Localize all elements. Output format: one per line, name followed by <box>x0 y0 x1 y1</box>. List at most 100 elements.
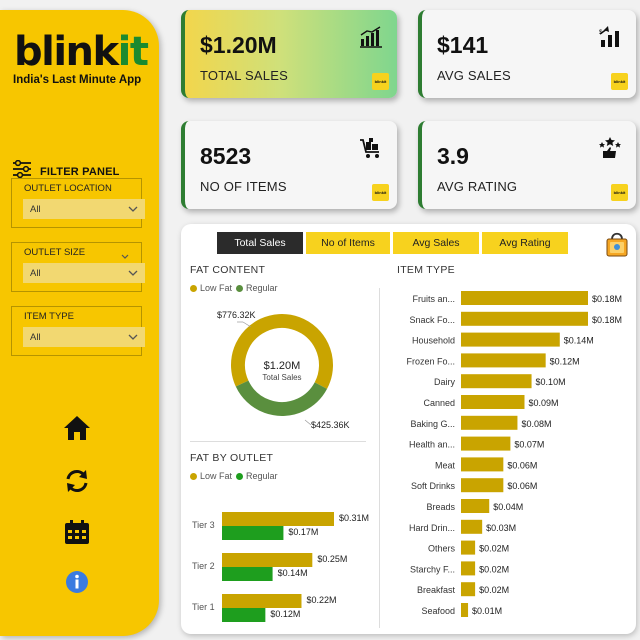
outlet-size-select[interactable]: All <box>23 263 145 283</box>
item-type-bar[interactable] <box>461 499 489 513</box>
fat-content-title: FAT CONTENT <box>190 264 265 276</box>
outlet-tier-label: Tier 2 <box>192 561 215 571</box>
legend-item-low-fat: Low Fat <box>190 471 232 481</box>
item-type-label: Others <box>428 544 456 554</box>
item-type-value: $0.03M <box>486 523 516 533</box>
outlet-bar-value: $0.17M <box>288 527 318 537</box>
chevron-down-icon[interactable] <box>121 246 129 264</box>
item-type-value: $0.02M <box>479 564 509 574</box>
fat-content-legend: Low Fat Regular <box>190 283 282 293</box>
item-type-title: ITEM TYPE <box>397 264 455 276</box>
outlet-size-filter: OUTLET SIZE All <box>11 242 142 292</box>
item-type-bar[interactable] <box>461 478 503 492</box>
kpi-card-no-of-items: 8523 NO OF ITEMS blinkit <box>181 121 397 209</box>
item-type-value: $0.07M <box>514 440 544 450</box>
calendar-icon[interactable] <box>62 517 92 547</box>
item-type-bar[interactable] <box>461 561 475 575</box>
rating-icon <box>598 137 622 164</box>
item-type-select[interactable]: All <box>23 327 145 347</box>
outlet-bar-regular[interactable] <box>222 567 273 581</box>
item-type-value: $0.02M <box>479 585 509 595</box>
item-type-label: Canned <box>423 398 455 408</box>
kpi-title: AVG RATING <box>437 179 517 194</box>
item-type-bar[interactable] <box>461 312 588 326</box>
outlet-bar-low-fat[interactable] <box>222 594 301 608</box>
kpi-value: $141 <box>437 32 488 59</box>
item-type-bar[interactable] <box>461 437 510 451</box>
tab-no-of-items[interactable]: No of Items <box>306 232 390 254</box>
outlet-bar-value: $0.12M <box>270 609 300 619</box>
chevron-down-icon <box>128 332 138 343</box>
logo-accent: it <box>118 29 148 75</box>
outlet-location-filter: OUTLET LOCATION All <box>11 178 142 228</box>
item-type-value: $0.04M <box>493 502 523 512</box>
item-type-label: Baking G... <box>410 419 455 429</box>
item-type-bar[interactable] <box>461 333 560 347</box>
legend-dot-low-fat <box>190 285 197 292</box>
chevron-down-icon <box>128 268 138 279</box>
tab-avg-rating[interactable]: Avg Rating <box>482 232 568 254</box>
item-type-chart: Fruits an... $0.18MSnack Fo... $0.18MHouse… <box>381 286 633 628</box>
legend-item-low-fat: Low Fat <box>190 283 232 293</box>
refresh-icon[interactable] <box>62 466 92 496</box>
item-type-bar[interactable] <box>461 291 588 305</box>
kpi-value: 3.9 <box>437 143 469 170</box>
item-type-bar[interactable] <box>461 520 482 534</box>
kpi-value: 8523 <box>200 143 251 170</box>
bar-chart-icon <box>359 26 383 53</box>
donut-center-label: Total Sales <box>262 373 301 382</box>
outlet-bar-low-fat[interactable] <box>222 553 312 567</box>
blinkit-badge-icon: blinkit <box>611 184 628 201</box>
donut-center-value: $1.20M <box>264 360 301 372</box>
kpi-title: NO OF ITEMS <box>200 179 287 194</box>
legend-label-low-fat: Low Fat <box>200 283 232 293</box>
item-type-label: Health an... <box>409 440 455 450</box>
item-type-value: $0.06M <box>507 460 537 470</box>
kpi-card-avg-sales: $141 AVG SALES $ blinkit <box>418 10 636 98</box>
section-divider <box>379 288 380 628</box>
tab-total-sales[interactable]: Total Sales <box>217 232 303 254</box>
select-value: All <box>30 204 41 215</box>
item-type-label: Soft Drinks <box>411 481 456 491</box>
item-type-bar[interactable] <box>461 353 546 367</box>
item-type-label: Fruits an... <box>412 294 455 304</box>
sidebar: blinkit India's Last Minute App FILTER P… <box>0 10 159 636</box>
item-type-label: Dairy <box>434 377 456 387</box>
fat-by-outlet-title: FAT BY OUTLET <box>190 452 273 464</box>
outlet-location-select[interactable]: All <box>23 199 145 219</box>
legend-dot-low-fat <box>190 473 197 480</box>
item-type-bar[interactable] <box>461 395 525 409</box>
kpi-title: TOTAL SALES <box>200 68 288 83</box>
item-type-label: Seafood <box>421 606 455 616</box>
logo-text: blink <box>14 29 118 75</box>
outlet-tier-label: Tier 1 <box>192 602 215 612</box>
item-type-label: Hard Drin... <box>409 523 455 533</box>
legend-label-low-fat: Low Fat <box>200 471 232 481</box>
select-value: All <box>30 268 41 279</box>
fat-by-outlet-chart: Tier 3$0.31M$0.17MTier 2$0.25M$0.14MTier… <box>181 502 381 632</box>
item-type-value: $0.14M <box>564 336 594 346</box>
item-type-value: $0.18M <box>592 315 622 325</box>
tab-avg-sales[interactable]: Avg Sales <box>393 232 479 254</box>
item-type-bar[interactable] <box>461 541 475 555</box>
item-type-bar[interactable] <box>461 603 468 617</box>
home-icon[interactable] <box>62 413 92 443</box>
kpi-value: $1.20M <box>200 32 277 59</box>
outlet-bar-regular[interactable] <box>222 526 283 540</box>
info-icon[interactable] <box>62 567 92 597</box>
item-type-label: Breads <box>426 502 455 512</box>
outlet-bar-regular[interactable] <box>222 608 265 622</box>
item-type-bar[interactable] <box>461 374 532 388</box>
item-type-bar[interactable] <box>461 416 517 430</box>
item-type-bar[interactable] <box>461 457 503 471</box>
blinkit-badge-icon: blinkit <box>372 73 389 90</box>
donut-label-low-fat: $776.32K <box>217 310 256 320</box>
cart-icon <box>359 137 383 164</box>
item-type-bar[interactable] <box>461 582 475 596</box>
item-type-label: Snack Fo... <box>409 315 455 325</box>
legend-dot-regular <box>236 473 243 480</box>
outlet-bar-value: $0.22M <box>306 595 336 605</box>
outlet-bar-low-fat[interactable] <box>222 512 334 526</box>
item-type-value: $0.10M <box>536 377 566 387</box>
item-type-label: Breakfast <box>417 585 456 595</box>
